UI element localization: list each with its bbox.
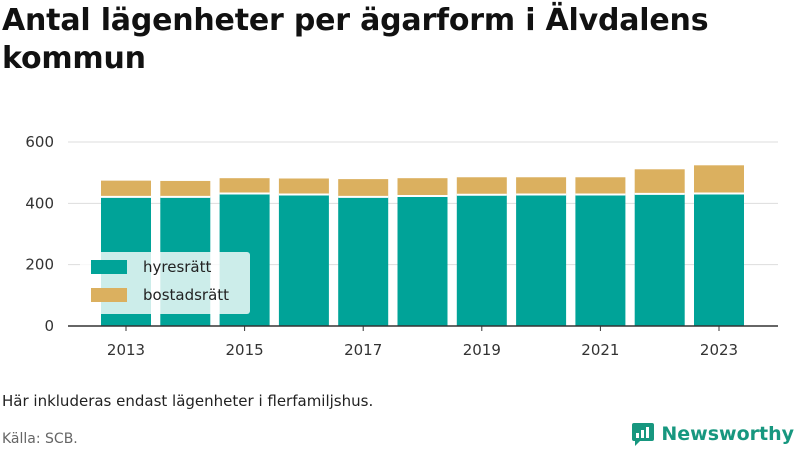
bar-hyresratt <box>694 193 744 326</box>
x-tick-label: 2015 <box>226 341 264 359</box>
newsworthy-logo: Newsworthy <box>631 421 794 447</box>
bar-hyresratt <box>278 194 329 326</box>
chart-bubble-icon <box>632 423 655 446</box>
bar-hyresratt <box>575 194 626 326</box>
bar-bostadsratt <box>516 177 567 195</box>
y-tick-label: 200 <box>25 256 54 274</box>
legend-label: bostadsrätt <box>143 286 229 304</box>
bar-bostadsratt <box>456 177 507 195</box>
x-tick-label: 2023 <box>700 341 738 359</box>
source-text: Källa: SCB. <box>2 431 78 447</box>
bar-bostadsratt <box>338 179 389 197</box>
bar-bostadsratt <box>634 169 685 194</box>
legend-swatch <box>91 288 127 302</box>
bar-bostadsratt <box>694 165 744 194</box>
bar-hyresratt <box>634 193 685 326</box>
bar-bostadsratt <box>278 178 329 195</box>
x-tick-label: 2021 <box>581 341 619 359</box>
bar-bostadsratt <box>219 178 270 194</box>
stacked-bar-chart: 0 200 400 600 2013 2015 2017 2019 2021 2023 hyre… <box>25 133 778 359</box>
bar-bostadsratt <box>160 180 211 197</box>
bar-bostadsratt <box>397 178 448 196</box>
bar-bostadsratt <box>101 180 151 197</box>
y-tick-label: 0 <box>44 317 54 335</box>
x-axis-ticks: 2013 2015 2017 2019 2021 2023 <box>107 326 738 359</box>
bar-bostadsratt <box>575 177 626 195</box>
legend-swatch <box>91 260 127 274</box>
bar-hyresratt <box>338 196 389 326</box>
y-tick-label: 400 <box>25 194 54 212</box>
x-tick-label: 2019 <box>463 341 501 359</box>
x-tick-label: 2013 <box>107 341 145 359</box>
brand-name: Newsworthy <box>661 423 794 445</box>
bar-hyresratt <box>397 195 448 326</box>
chart-title: Antal lägenheter per ägarform i Älvdalen… <box>2 3 709 76</box>
y-axis-ticks: 0 200 400 600 <box>25 133 54 335</box>
bar-hyresratt <box>456 194 507 326</box>
x-tick-label: 2017 <box>344 341 382 359</box>
legend-label: hyresrätt <box>143 258 212 276</box>
y-tick-label: 600 <box>25 133 54 151</box>
legend: hyresrätt bostadsrätt <box>80 252 250 314</box>
bar-hyresratt <box>516 194 567 326</box>
footnote: Här inkluderas endast lägenheter i flerf… <box>2 392 374 410</box>
